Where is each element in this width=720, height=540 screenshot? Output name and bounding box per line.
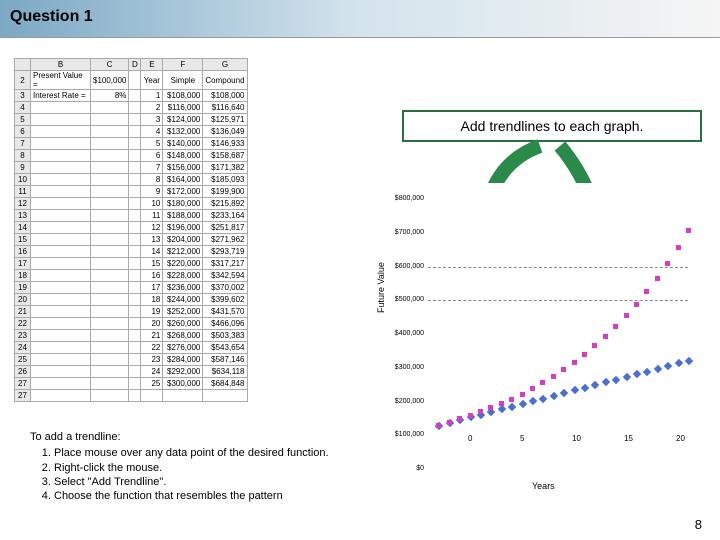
chart-point-compound[interactable] xyxy=(582,352,587,357)
chart-xlabel: Years xyxy=(532,481,555,491)
callout-box: Add trendlines to each graph. xyxy=(402,110,702,142)
chart-point-simple[interactable] xyxy=(622,373,630,381)
instruction-step: Select "Add Trendline". xyxy=(54,475,350,489)
question-title: Question 1 xyxy=(10,8,93,25)
chart-point-simple[interactable] xyxy=(674,359,682,367)
instructions-lead: To add a trendline: xyxy=(30,430,350,444)
instruction-step: Right-click the mouse. xyxy=(54,461,350,475)
chart-point-simple[interactable] xyxy=(498,405,506,413)
chart-point-compound[interactable] xyxy=(540,380,545,385)
chart-xtick: 5 xyxy=(520,434,524,443)
chart-point-simple[interactable] xyxy=(581,384,589,392)
instructions-list: Place mouse over any data point of the d… xyxy=(54,446,350,503)
scatter-chart[interactable]: Future Value $0$100,000$200,000$300,000$… xyxy=(382,183,702,493)
chart-point-compound[interactable] xyxy=(447,420,452,425)
chart-point-compound[interactable] xyxy=(468,413,473,418)
slide-header: Question 1 xyxy=(0,0,720,38)
chart-ylabel: Future Value xyxy=(376,262,386,313)
chart-point-compound[interactable] xyxy=(530,386,535,391)
chart-point-compound[interactable] xyxy=(665,261,670,266)
chart-point-simple[interactable] xyxy=(612,375,620,383)
chart-ytick: $700,000 xyxy=(382,229,428,236)
chart-point-compound[interactable] xyxy=(592,343,597,348)
chart-point-compound[interactable] xyxy=(520,392,525,397)
chart-point-simple[interactable] xyxy=(643,367,651,375)
chart-point-simple[interactable] xyxy=(591,381,599,389)
chart-point-compound[interactable] xyxy=(644,289,649,294)
chart-point-compound[interactable] xyxy=(686,228,691,233)
chart-point-simple[interactable] xyxy=(539,394,547,402)
chart-point-simple[interactable] xyxy=(529,397,537,405)
chart-point-simple[interactable] xyxy=(654,365,662,373)
chart-point-simple[interactable] xyxy=(508,402,516,410)
chart-point-simple[interactable] xyxy=(570,386,578,394)
chart-point-compound[interactable] xyxy=(603,334,608,339)
chart-ytick: $200,000 xyxy=(382,398,428,405)
chart-ytick: $100,000 xyxy=(382,431,428,438)
instructions-block: To add a trendline: Place mouse over any… xyxy=(30,430,350,503)
chart-point-compound[interactable] xyxy=(509,397,514,402)
slide-content: BCDEFG 2Present Value =$100,000YearSimpl… xyxy=(0,38,720,540)
chart-xtick: 10 xyxy=(572,434,581,443)
spreadsheet-table: BCDEFG 2Present Value =$100,000YearSimpl… xyxy=(14,58,248,402)
chart-point-compound[interactable] xyxy=(436,423,441,428)
chart-point-compound[interactable] xyxy=(676,245,681,250)
chart-ytick: $300,000 xyxy=(382,364,428,371)
chart-point-simple[interactable] xyxy=(550,392,558,400)
chart-point-simple[interactable] xyxy=(518,400,526,408)
chart-point-compound[interactable] xyxy=(488,405,493,410)
chart-point-simple[interactable] xyxy=(664,362,672,370)
chart-plot-area[interactable]: $0$100,000$200,000$300,000$400,000$500,0… xyxy=(428,191,688,461)
chart-ytick: $0 xyxy=(382,465,428,472)
chart-point-compound[interactable] xyxy=(634,302,639,307)
chart-point-simple[interactable] xyxy=(633,370,641,378)
chart-gridline xyxy=(428,300,688,301)
chart-ytick: $400,000 xyxy=(382,330,428,337)
chart-point-compound[interactable] xyxy=(561,367,566,372)
chart-point-compound[interactable] xyxy=(624,313,629,318)
chart-point-compound[interactable] xyxy=(478,409,483,414)
chart-point-compound[interactable] xyxy=(457,416,462,421)
chart-point-compound[interactable] xyxy=(499,401,504,406)
chart-point-compound[interactable] xyxy=(655,276,660,281)
chart-xtick: 15 xyxy=(624,434,633,443)
chart-ytick: $600,000 xyxy=(382,263,428,270)
instruction-step: Choose the function that resembles the p… xyxy=(54,489,350,503)
chart-point-simple[interactable] xyxy=(560,389,568,397)
chart-gridline xyxy=(428,267,688,268)
instruction-step: Place mouse over any data point of the d… xyxy=(54,446,350,460)
chart-ytick: $500,000 xyxy=(382,296,428,303)
chart-xtick: 0 xyxy=(468,434,472,443)
chart-point-compound[interactable] xyxy=(551,374,556,379)
chart-point-compound[interactable] xyxy=(572,360,577,365)
page-number: 8 xyxy=(695,517,702,532)
chart-point-simple[interactable] xyxy=(685,357,693,365)
chart-xtick: 20 xyxy=(676,434,685,443)
callout-text: Add trendlines to each graph. xyxy=(461,118,644,134)
chart-point-simple[interactable] xyxy=(602,378,610,386)
chart-point-compound[interactable] xyxy=(613,324,618,329)
chart-ytick: $800,000 xyxy=(382,195,428,202)
